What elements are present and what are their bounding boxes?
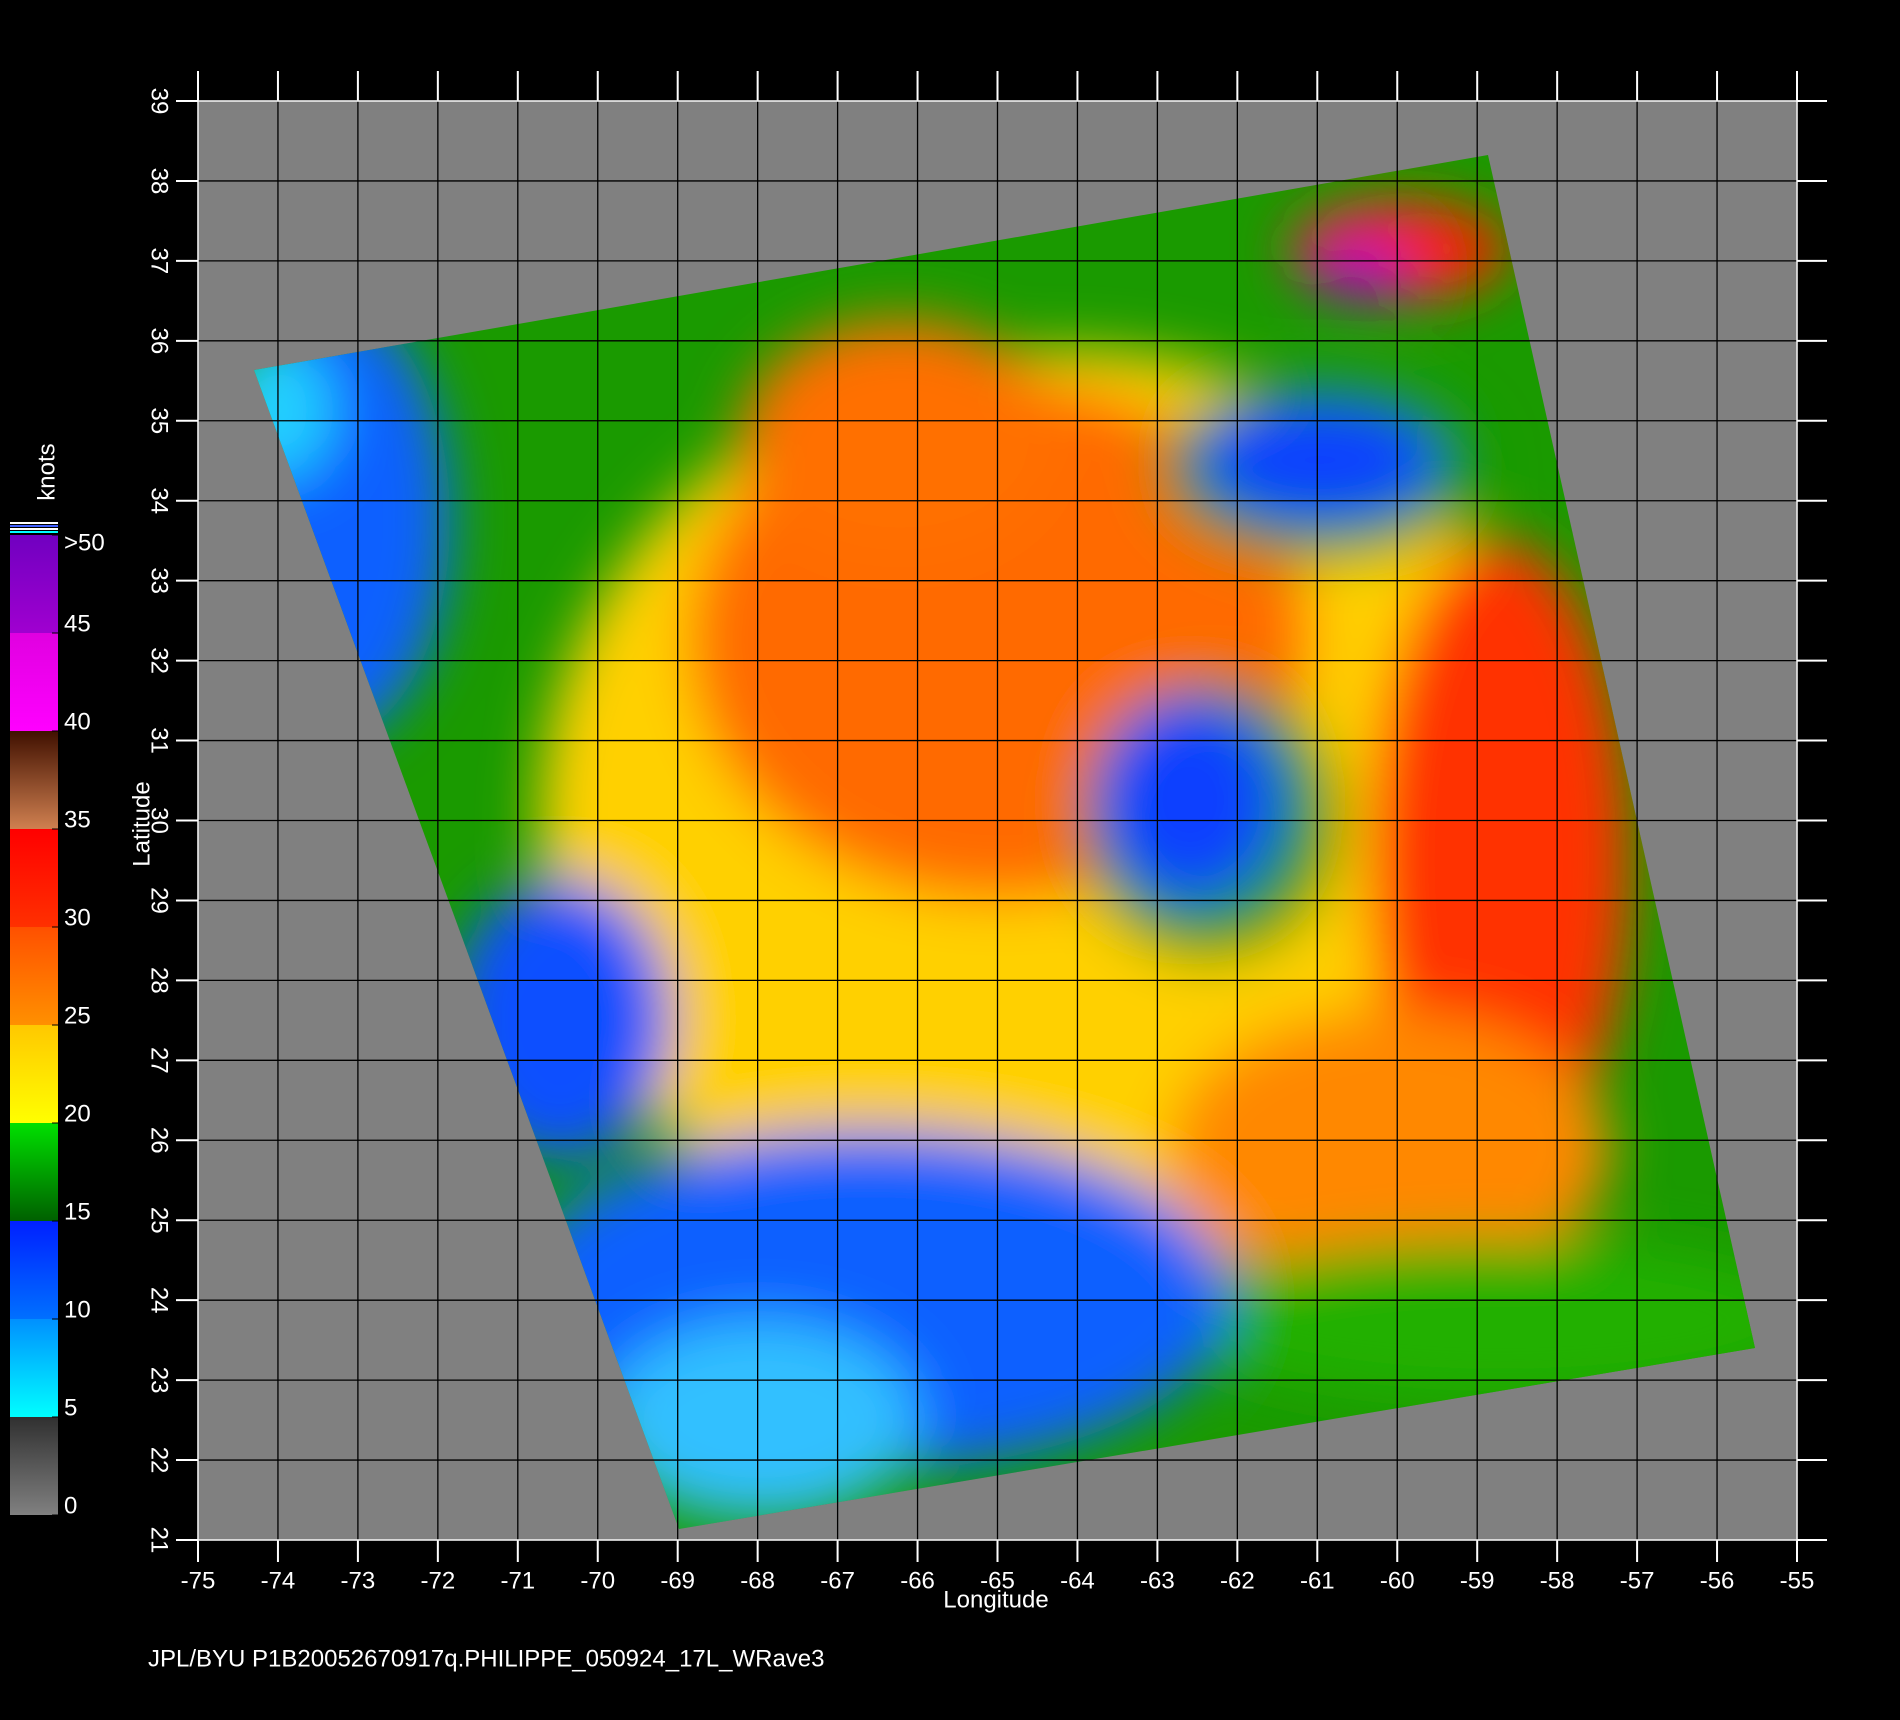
y-tick-label: 31 (146, 727, 173, 754)
x-tick-label: -67 (820, 1567, 855, 1594)
x-tick-label: -60 (1380, 1567, 1415, 1594)
y-axis-label: Latitude (128, 781, 155, 866)
y-tick-label: 33 (146, 567, 173, 594)
colorbar-tick-label: 20 (64, 1100, 91, 1127)
x-tick-label: -59 (1460, 1567, 1495, 1594)
colorbar-tick-label: 15 (64, 1198, 91, 1225)
y-tick-label: 27 (146, 1047, 173, 1074)
x-tick-label: -57 (1620, 1567, 1655, 1594)
colorbar-band (10, 1123, 58, 1221)
colorbar-tick-label: >50 (64, 529, 105, 556)
colorbar-tick-label: 10 (64, 1296, 91, 1323)
colorbar-tick-label: 0 (64, 1492, 77, 1519)
y-tick-label: 25 (146, 1207, 173, 1234)
colorbar-label: knots (33, 443, 60, 500)
x-tick-label: -64 (1060, 1567, 1095, 1594)
y-tick-label: 21 (146, 1527, 173, 1554)
y-tick-label: 38 (146, 168, 173, 195)
y-tick-label: 29 (146, 887, 173, 914)
colorbar-band (10, 1221, 58, 1319)
x-tick-label: -61 (1300, 1567, 1335, 1594)
x-tick-label: -74 (261, 1567, 296, 1594)
x-tick-label: -73 (341, 1567, 376, 1594)
y-tick-label: 35 (146, 407, 173, 434)
x-tick-label: -65 (980, 1567, 1015, 1594)
x-axis-label: Longitude (943, 1586, 1048, 1613)
colorbar-cap (10, 525, 58, 527)
colorbar-band (10, 927, 58, 1025)
x-tick-label: -58 (1540, 1567, 1575, 1594)
y-tick-label: 36 (146, 327, 173, 354)
colorbar-band (10, 1025, 58, 1123)
x-tick-label: -75 (181, 1567, 216, 1594)
colorbar-band (10, 633, 58, 731)
x-tick-label: -66 (900, 1567, 935, 1594)
x-tick-label: -70 (580, 1567, 615, 1594)
colorbar-cap (10, 531, 58, 533)
colorbar-band (10, 829, 58, 927)
colorbar-band (10, 1319, 58, 1417)
x-tick-label: -71 (500, 1567, 535, 1594)
x-tick-label: -63 (1140, 1567, 1175, 1594)
y-tick-label: 22 (146, 1447, 173, 1474)
colorbar-tick-label: 40 (64, 708, 91, 735)
y-tick-label: 32 (146, 647, 173, 674)
y-tick-label: 28 (146, 967, 173, 994)
y-tick-label: 39 (146, 88, 173, 115)
footer: JPL/BYU P1B20052670917q.PHILIPPE_050924_… (148, 1645, 825, 1672)
x-tick-label: -72 (421, 1567, 456, 1594)
x-tick-label: -56 (1700, 1567, 1735, 1594)
colorbar-tick-label: 45 (64, 610, 91, 637)
colorbar-cap (10, 528, 58, 530)
colorbar-band (10, 535, 58, 633)
x-tick-label: -69 (660, 1567, 695, 1594)
colorbar-band (10, 1417, 58, 1515)
y-tick-label: 23 (146, 1367, 173, 1394)
colorbar-cap (10, 522, 58, 524)
colorbar-band (10, 731, 58, 829)
colorbar-tick-label: 30 (64, 904, 91, 931)
colorbar-tick-label: 5 (64, 1394, 77, 1421)
plot-frame (197, 100, 1798, 1541)
x-tick-label: -55 (1780, 1567, 1815, 1594)
y-tick-label: 24 (146, 1287, 173, 1314)
colorbar-tick-label: 35 (64, 806, 91, 833)
y-tick-label: 34 (146, 487, 173, 514)
colorbar-tick-label: 25 (64, 1002, 91, 1029)
y-tick-label: 37 (146, 248, 173, 275)
x-tick-label: -62 (1220, 1567, 1255, 1594)
y-tick-label: 26 (146, 1127, 173, 1154)
x-tick-label: -68 (740, 1567, 775, 1594)
y-tick-label: 30 (146, 807, 173, 834)
